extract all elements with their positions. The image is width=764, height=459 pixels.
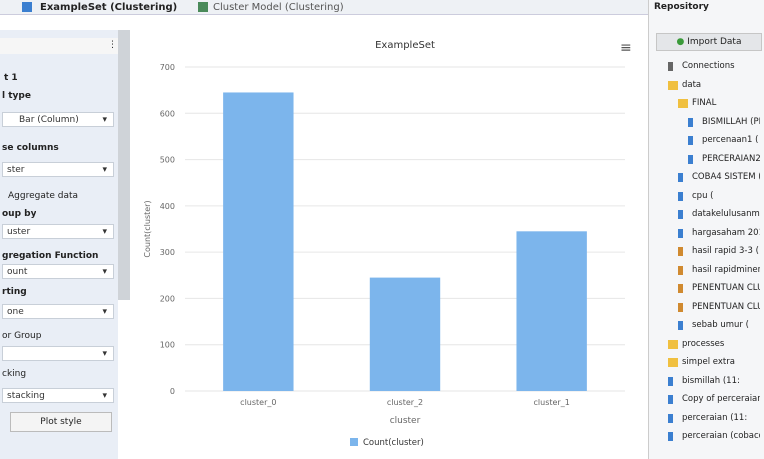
tree-item[interactable]: bismillah (11: <box>682 375 740 386</box>
legend-label: Count(cluster) <box>363 438 424 448</box>
tree-icon <box>678 284 683 293</box>
bar <box>223 92 294 391</box>
label: se columns <box>2 143 59 153</box>
tree-item[interactable]: PERCERAIAN2 <box>702 153 760 164</box>
tree-item[interactable]: FINAL <box>692 98 717 108</box>
tree-item[interactable]: sebab umur ( <box>692 320 749 330</box>
x-axis-title: cluster <box>390 416 421 426</box>
select[interactable]: stacking <box>2 388 114 404</box>
label: l type <box>2 91 31 101</box>
tree-icon <box>678 191 683 201</box>
tree-icon <box>678 265 683 275</box>
legend-swatch <box>350 438 358 446</box>
tree-item[interactable]: percenaan1 ( <box>702 135 759 145</box>
tree-icon <box>668 376 673 386</box>
tree-icon <box>668 432 673 441</box>
tree-item[interactable]: data <box>682 79 702 90</box>
tree-item[interactable]: simpel extra <box>682 357 735 367</box>
label: gregation Function <box>2 251 99 261</box>
tree-icon <box>688 117 693 127</box>
tree-icon <box>668 62 673 71</box>
tab[interactable]: Cluster Model (Clustering) <box>213 2 344 13</box>
y-axis-title: Count(cluster) <box>143 200 152 257</box>
close-button[interactable]: ⋮ <box>108 40 117 50</box>
y-tick-label: 200 <box>160 294 175 303</box>
scrollbar[interactable] <box>118 30 130 300</box>
tree-icon <box>668 395 673 404</box>
chart: ExampleSet ≡ 0 100 200 300 400 500 600 700 Count(c… <box>143 40 632 448</box>
y-tick-label: 500 <box>160 156 175 165</box>
label: or Group <box>2 331 42 341</box>
y-tick-label: 300 <box>160 248 175 257</box>
y-tick-label: 100 <box>160 341 175 350</box>
tree-item[interactable]: hargasaham 201 <box>692 227 760 238</box>
checkbox[interactable]: Aggregate data <box>8 191 79 201</box>
y-tick-label: 0 <box>170 387 175 396</box>
tree-icon <box>678 321 683 330</box>
import-button[interactable]: ● Import Data <box>656 33 762 51</box>
tree-item[interactable]: BISMILLAH (PE <box>702 116 760 127</box>
input[interactable]: ster <box>2 162 114 178</box>
tree-icon <box>668 80 678 90</box>
tree-icon <box>668 358 678 367</box>
button[interactable]: Plot style <box>10 412 112 432</box>
y-tick-label: 700 <box>160 63 175 72</box>
tree-item[interactable]: Copy of perceraian_k <box>682 394 760 404</box>
tree-icon <box>678 302 683 312</box>
tab-icon <box>198 2 208 12</box>
x-tick-label: cluster_2 <box>387 398 423 407</box>
tree-item[interactable]: perceraian (cobacoba <box>682 431 760 441</box>
label: oup by <box>2 209 37 219</box>
y-tick-label: 400 <box>160 202 175 211</box>
button-label: Import Data <box>687 37 742 47</box>
tree-icon <box>688 154 693 164</box>
label: t 1 <box>4 73 18 83</box>
tree-item[interactable]: cpu ( <box>692 190 714 201</box>
tree-icon <box>678 173 683 182</box>
tree-icon <box>678 228 683 238</box>
tree-item[interactable]: PENENTUAN CLU <box>692 301 760 312</box>
tree-item[interactable]: PENENTUAN CLU <box>692 283 760 293</box>
bar <box>516 231 587 391</box>
tree-item[interactable]: processes <box>682 338 725 349</box>
chart-title: ExampleSet <box>375 40 435 51</box>
panel-header <box>0 38 118 54</box>
tree-item[interactable]: datakelulusanmahas <box>692 209 760 219</box>
tab-bar <box>0 0 764 15</box>
tree-item[interactable]: hasil rapidminer ( <box>692 264 760 275</box>
tree-icon <box>678 210 683 219</box>
menu-icon[interactable]: ≡ <box>620 40 632 56</box>
label: cking <box>2 369 27 379</box>
select[interactable]: ount <box>2 264 114 280</box>
x-tick-label: cluster_1 <box>534 398 570 407</box>
tree-item[interactable]: Connections <box>682 61 735 71</box>
tree-icon <box>678 99 688 108</box>
select[interactable]: uster <box>2 224 114 240</box>
select[interactable]: one <box>2 304 114 320</box>
tree-icon <box>668 413 673 423</box>
tree-icon <box>678 247 683 256</box>
tab[interactable]: ExampleSet (Clustering) <box>40 2 178 13</box>
select[interactable] <box>2 346 114 362</box>
label: rting <box>2 287 27 297</box>
tree-item[interactable]: hasil rapid 3-3 ( <box>692 246 759 256</box>
tree-item[interactable]: COBA4 SISTEM ( <box>692 172 760 182</box>
panel-title: Repository <box>654 2 709 12</box>
x-tick-label: cluster_0 <box>240 398 276 407</box>
tree-icon <box>668 339 678 349</box>
tab-icon <box>22 2 32 12</box>
repository-panel <box>648 0 764 459</box>
tree-icon <box>688 136 693 145</box>
tree-item[interactable]: perceraian (11: <box>682 412 748 423</box>
select[interactable]: Bar (Column) <box>2 112 114 128</box>
y-tick-label: 600 <box>160 109 175 118</box>
bar <box>369 277 441 391</box>
